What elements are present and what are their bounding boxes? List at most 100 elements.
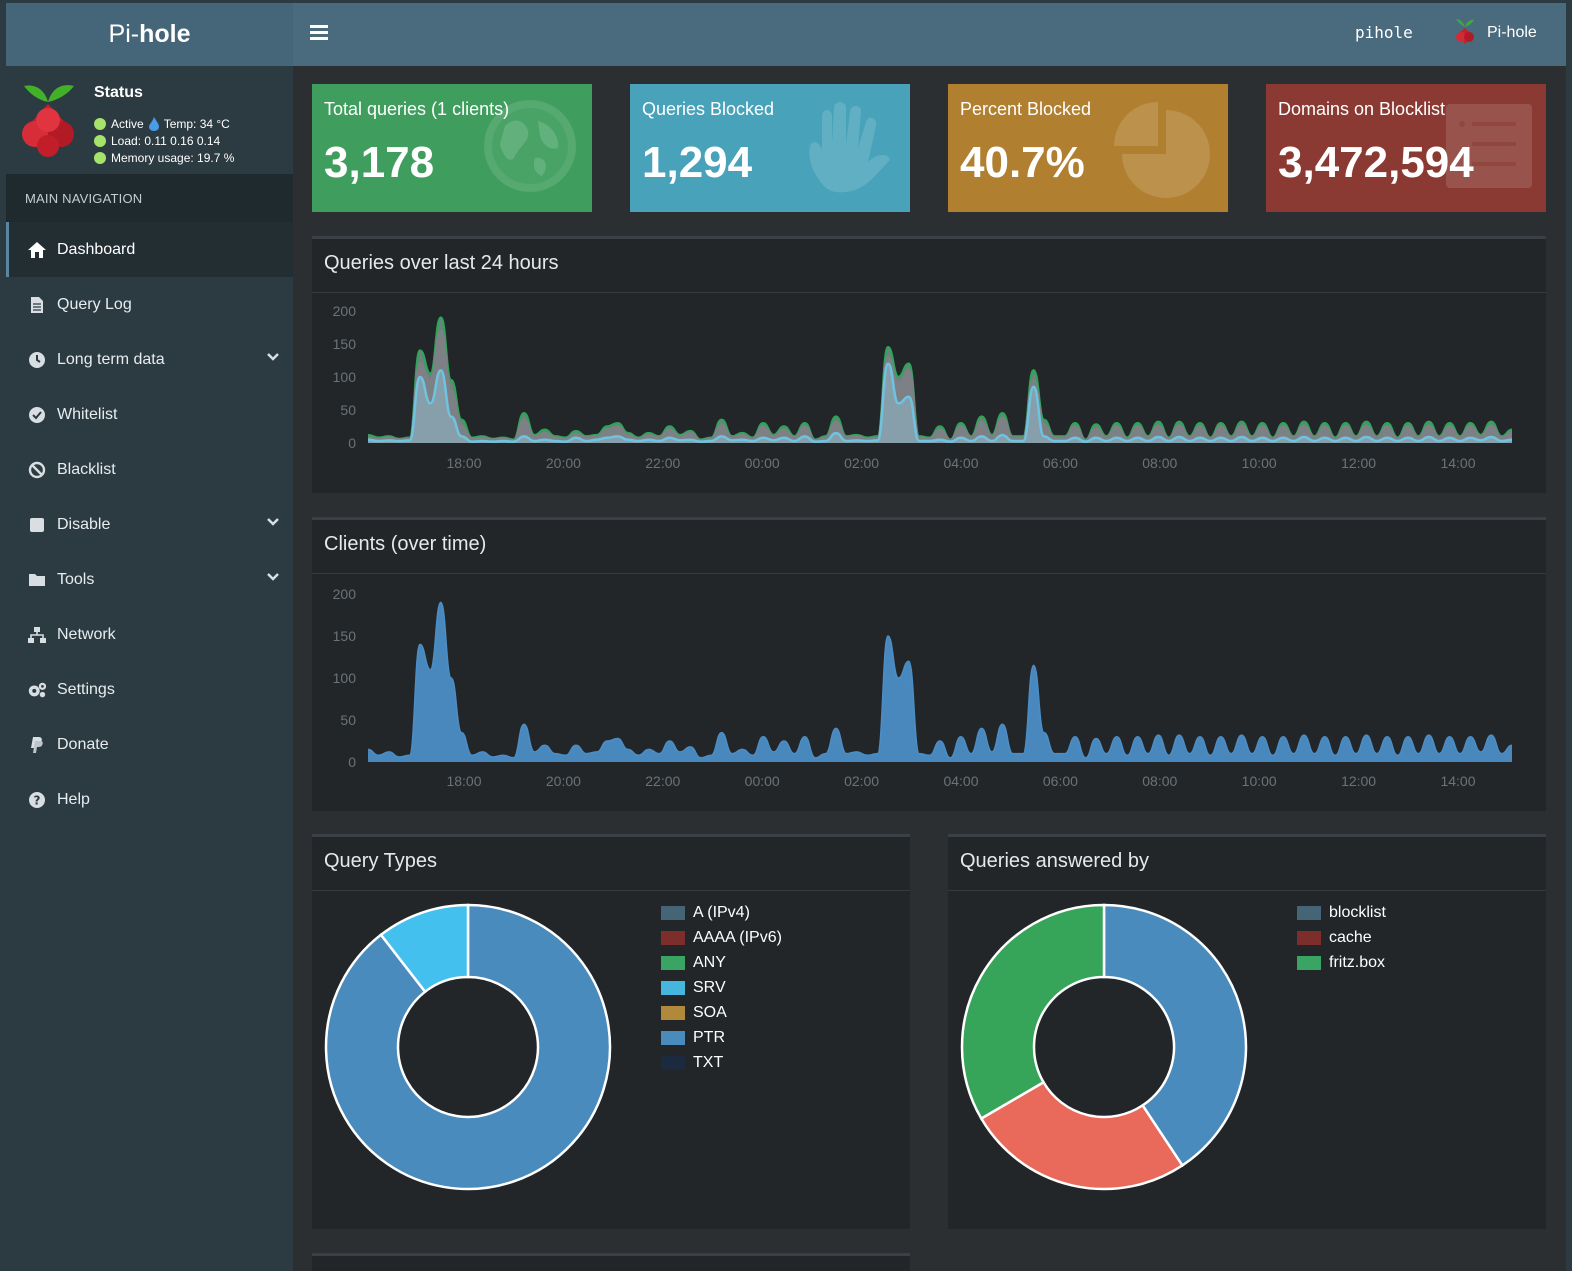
- stat-domains-on-blocklist[interactable]: Domains on Blocklist 3,472,594: [1266, 84, 1546, 212]
- legend-item[interactable]: PTR: [661, 1025, 782, 1050]
- sidebar-item-label: Donate: [57, 735, 109, 753]
- x-tick-label: 18:00: [446, 455, 481, 471]
- stat-value: 3,472,594: [1278, 138, 1474, 187]
- series-area: [368, 317, 1512, 443]
- y-tick-label: 0: [348, 435, 356, 451]
- stat-value: 3,178: [324, 138, 435, 187]
- x-tick-label: 22:00: [645, 455, 680, 471]
- sidebar-item-blacklist[interactable]: Blacklist: [6, 442, 293, 497]
- y-tick-label: 50: [340, 402, 356, 418]
- y-tick-label: 100: [333, 670, 357, 686]
- sidebar-item-label: Query Log: [57, 295, 132, 313]
- legend-item[interactable]: SRV: [661, 975, 782, 1000]
- legend-label: ANY: [693, 953, 726, 971]
- legend-swatch: [661, 955, 685, 970]
- pihole-logo-icon: [1456, 19, 1474, 44]
- logo-text-bold: hole: [139, 20, 191, 48]
- globe-icon: [484, 100, 576, 192]
- sidebar-item-settings[interactable]: Settings: [6, 662, 293, 717]
- app-logo[interactable]: Pi-hole: [6, 3, 293, 66]
- clients-chart-panel: Clients (over time) 0 50 100 150 200 18:00 20:…: [312, 517, 1546, 811]
- query-types-panel: Query Types A (IPv4) AAAA (IPv6) ANY SRV SOA…: [312, 834, 910, 1229]
- x-tick-label: 12:00: [1341, 455, 1376, 471]
- doughnut-slice: [979, 1080, 1185, 1191]
- chevron-down-icon[interactable]: [267, 573, 279, 581]
- x-tick-label: 02:00: [844, 773, 879, 789]
- y-tick-label: 200: [333, 303, 357, 319]
- legend-swatch: [1297, 930, 1321, 945]
- series-line: [367, 362, 1513, 443]
- stat-value: 1,294: [642, 138, 753, 187]
- load-label: Load: 0.11 0.16 0.14: [111, 134, 221, 148]
- chevron-down-icon[interactable]: [267, 518, 279, 526]
- legend-item[interactable]: TXT: [661, 1050, 782, 1075]
- x-tick-label: 04:00: [943, 773, 978, 789]
- legend-item[interactable]: ANY: [661, 950, 782, 975]
- logo-text-light: Pi-: [108, 20, 140, 48]
- legend-swatch: [1297, 905, 1321, 920]
- user-menu[interactable]: Pi-hole: [1453, 17, 1537, 49]
- x-tick-label: 08:00: [1142, 773, 1177, 789]
- x-tick-label: 22:00: [645, 773, 680, 789]
- legend-label: SOA: [693, 1003, 727, 1021]
- next-panel-top: [312, 1253, 910, 1271]
- sidebar-item-help[interactable]: ? Help: [6, 772, 293, 827]
- fire-icon: [148, 117, 159, 131]
- sidebar-item-donate[interactable]: Donate: [6, 717, 293, 772]
- sidebar-item-whitelist[interactable]: Whitelist: [6, 387, 293, 442]
- legend-swatch: [1297, 955, 1321, 970]
- legend-item[interactable]: SOA: [661, 1000, 782, 1025]
- gears-icon: [27, 680, 47, 700]
- legend-item[interactable]: AAAA (IPv6): [661, 925, 782, 950]
- legend-item[interactable]: A (IPv4): [661, 900, 782, 925]
- chevron-down-icon[interactable]: [267, 353, 279, 361]
- stat-label: Queries Blocked: [642, 99, 775, 119]
- stat-label: Domains on Blocklist: [1278, 99, 1446, 119]
- sidebar-item-tools[interactable]: Tools: [6, 552, 293, 607]
- x-tick-label: 10:00: [1242, 455, 1277, 471]
- panel-title: Queries over last 24 hours: [324, 252, 559, 274]
- stat-queries-blocked[interactable]: Queries Blocked 1,294: [630, 84, 910, 212]
- legend-item[interactable]: blocklist: [1297, 900, 1386, 925]
- query-types-doughnut: [324, 903, 612, 1191]
- folder-icon: [27, 570, 47, 590]
- legend-label: PTR: [693, 1028, 725, 1046]
- queries-area-chart: 0 50 100 150 200 18:00 20:00 22:00 00:00 02:00 04:…: [333, 303, 1513, 471]
- file-icon: [27, 295, 47, 315]
- x-tick-label: 14:00: [1440, 773, 1475, 789]
- panel-title: Query Types: [324, 850, 438, 872]
- svg-text:?: ?: [34, 793, 41, 807]
- active-dot-icon: [94, 118, 106, 130]
- x-tick-label: 12:00: [1341, 773, 1376, 789]
- sidebar-item-label: Dashboard: [57, 240, 136, 258]
- main-content: Total queries (1 clients) 3,178 Queries …: [293, 66, 1566, 1271]
- stat-percent-blocked[interactable]: Percent Blocked 40.7%: [948, 84, 1228, 212]
- y-tick-label: 150: [333, 336, 357, 352]
- stat-label: Percent Blocked: [960, 99, 1092, 119]
- legend-item[interactable]: cache: [1297, 925, 1386, 950]
- nav-header: MAIN NAVIGATION: [6, 174, 293, 222]
- legend-swatch: [661, 1030, 685, 1045]
- sidebar-item-long-term-data[interactable]: Long term data: [6, 332, 293, 387]
- legend-label: fritz.box: [1329, 953, 1386, 971]
- sidebar-menu: Dashboard Query Log Long term data White…: [6, 222, 293, 827]
- sidebar-item-query-log[interactable]: Query Log: [6, 277, 293, 332]
- sidebar-item-disable[interactable]: Disable: [6, 497, 293, 552]
- legend-label: A (IPv4): [693, 903, 750, 921]
- status-panel: Status Active Temp: 34 °C Load: 0.11 0.1…: [6, 66, 293, 174]
- y-tick-label: 50: [340, 712, 356, 728]
- legend-item[interactable]: fritz.box: [1297, 950, 1386, 975]
- sidebar-item-dashboard[interactable]: Dashboard: [6, 222, 293, 277]
- legend-swatch: [661, 980, 685, 995]
- clients-area-chart: 0 50 100 150 200 18:00 20:00 22:00 00:00 02:00 04:…: [333, 586, 1513, 789]
- sidebar-item-network[interactable]: Network: [6, 607, 293, 662]
- temperature-label: Temp: 34 °C: [163, 117, 230, 131]
- sidebar-toggle-icon[interactable]: [310, 25, 328, 41]
- sidebar: Status Active Temp: 34 °C Load: 0.11 0.1…: [6, 66, 293, 1271]
- pie-icon: [1114, 102, 1210, 198]
- series-line: [367, 316, 1513, 441]
- series-line: [367, 329, 1513, 442]
- stat-total-queries[interactable]: Total queries (1 clients) 3,178: [312, 84, 592, 212]
- x-tick-label: 06:00: [1043, 773, 1078, 789]
- status-line: Active Temp: 34 °C: [94, 117, 230, 131]
